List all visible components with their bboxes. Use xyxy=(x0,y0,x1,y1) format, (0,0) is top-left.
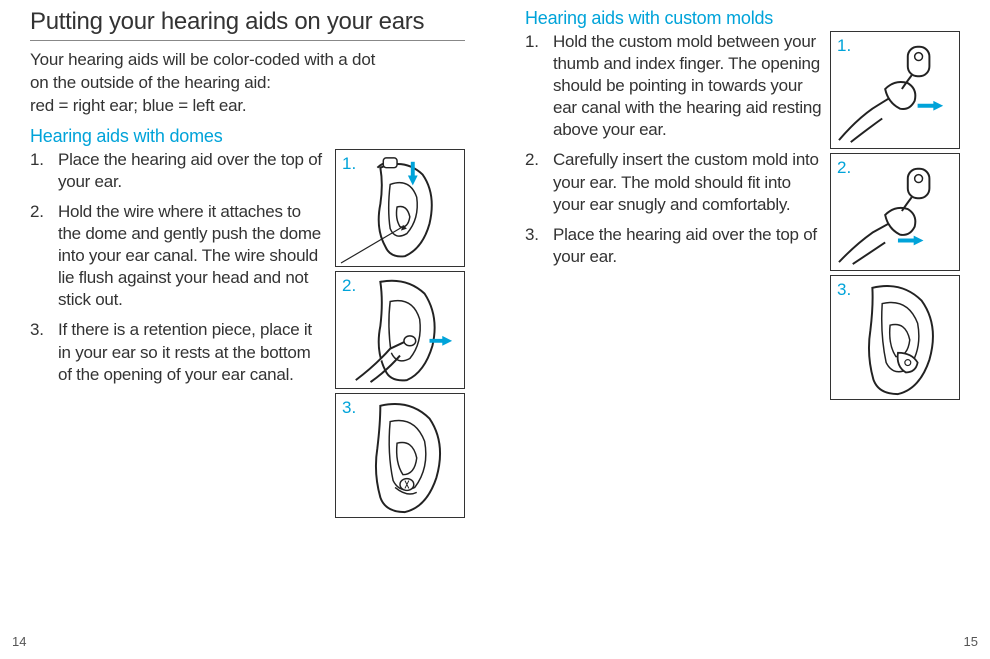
page-spread: Putting your hearing aids on your ears Y… xyxy=(0,0,990,659)
ear-insert-diagram-icon xyxy=(336,272,464,388)
left-page: Putting your hearing aids on your ears Y… xyxy=(0,0,495,659)
domes-figure-column: 1. 2. xyxy=(335,149,465,518)
dome-figure-2: 2. xyxy=(335,271,465,389)
mold-hold-diagram-icon xyxy=(831,32,959,148)
list-item: Hold the wire where it attaches to the d… xyxy=(30,201,327,311)
main-heading: Putting your hearing aids on your ears xyxy=(30,8,465,41)
domes-content-row: Place the hearing aid over the top of yo… xyxy=(30,149,465,518)
ear-fitted-diagram-icon xyxy=(336,394,464,517)
molds-content-row: Hold the custom mold between your thumb … xyxy=(525,31,960,400)
dome-figure-3: 3. xyxy=(335,393,465,518)
molds-text: Hold the custom mold between your thumb … xyxy=(525,31,822,400)
ear-mold-fitted-diagram-icon xyxy=(831,276,959,399)
list-item: If there is a retention piece, place it … xyxy=(30,319,327,385)
sub-heading-domes: Hearing aids with domes xyxy=(30,126,465,147)
list-item: Hold the custom mold between your thumb … xyxy=(525,31,822,141)
domes-text: Place the hearing aid over the top of yo… xyxy=(30,149,327,518)
mold-insert-diagram-icon xyxy=(831,154,959,270)
mold-figure-3: 3. xyxy=(830,275,960,400)
dome-figure-1: 1. xyxy=(335,149,465,267)
page-number-left: 14 xyxy=(12,634,26,649)
mold-figure-1: 1. xyxy=(830,31,960,149)
mold-figure-2: 2. xyxy=(830,153,960,271)
molds-figure-column: 1. 2. xyxy=(830,31,960,400)
ear-diagram-icon xyxy=(336,150,464,266)
page-number-right: 15 xyxy=(964,634,978,649)
list-item: Carefully insert the custom mold into yo… xyxy=(525,149,822,215)
intro-text: Your hearing aids will be color-coded wi… xyxy=(30,49,465,118)
domes-step-list: Place the hearing aid over the top of yo… xyxy=(30,149,327,386)
molds-step-list: Hold the custom mold between your thumb … xyxy=(525,31,822,268)
sub-heading-molds: Hearing aids with custom molds xyxy=(525,8,960,29)
list-item: Place the hearing aid over the top of yo… xyxy=(525,224,822,268)
list-item: Place the hearing aid over the top of yo… xyxy=(30,149,327,193)
right-page: Hearing aids with custom molds Hold the … xyxy=(495,0,990,659)
